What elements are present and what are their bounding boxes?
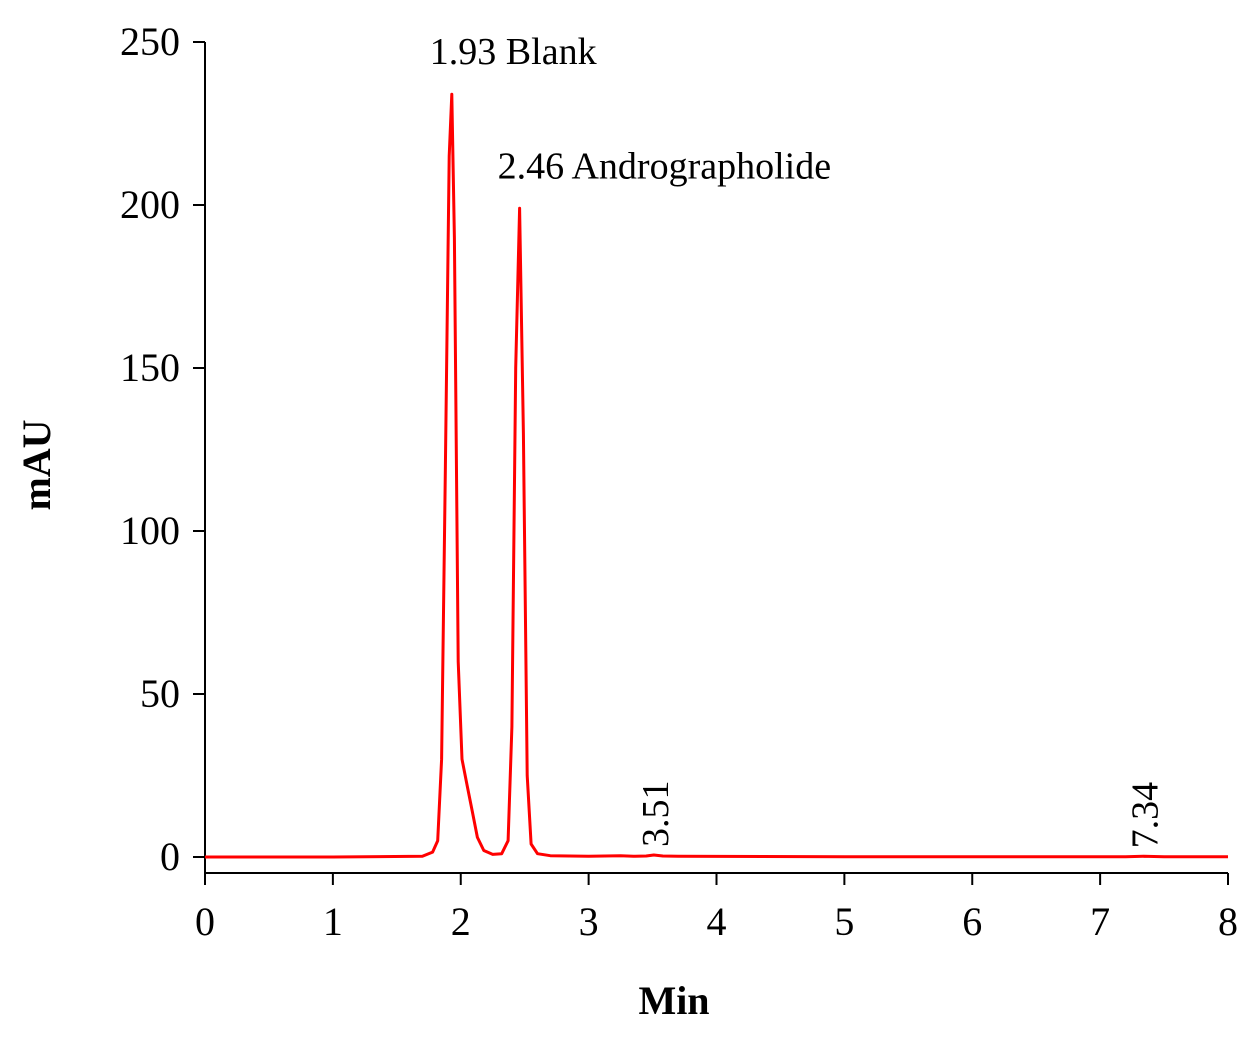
peak-label-vertical: 7.34	[1125, 782, 1167, 849]
y-tick-label: 0	[160, 834, 180, 879]
y-tick-label: 50	[140, 671, 180, 716]
x-tick-label: 7	[1090, 899, 1110, 944]
peak-label: 1.93 Blank	[430, 31, 597, 73]
chromatogram-trace	[205, 92, 1228, 859]
y-tick-label: 250	[120, 19, 180, 64]
y-tick-label: 200	[120, 182, 180, 227]
peak-annotations: 1.93 Blank 2.46 Andrographolide 3.51 7.34	[430, 31, 1167, 848]
x-tick-label: 4	[707, 899, 727, 944]
x-axis-ticks: 0 1 2 3 4 5 6 7 8	[195, 873, 1238, 944]
y-tick-label: 100	[120, 508, 180, 553]
series-group	[205, 92, 1228, 859]
x-tick-label: 6	[962, 899, 982, 944]
x-axis-title: Min	[638, 978, 709, 1023]
y-tick-label: 150	[120, 345, 180, 390]
x-tick-label: 5	[834, 899, 854, 944]
y-axis-ticks: 0 50 100 150 200 250	[120, 19, 205, 879]
y-axis-title: mAU	[14, 419, 59, 510]
x-tick-label: 1	[323, 899, 343, 944]
x-tick-label: 3	[579, 899, 599, 944]
x-tick-label: 2	[451, 899, 471, 944]
x-tick-label: 0	[195, 899, 215, 944]
peak-label-vertical: 3.51	[635, 781, 677, 848]
x-tick-label: 8	[1218, 899, 1238, 944]
peak-label: 2.46 Andrographolide	[498, 145, 832, 187]
